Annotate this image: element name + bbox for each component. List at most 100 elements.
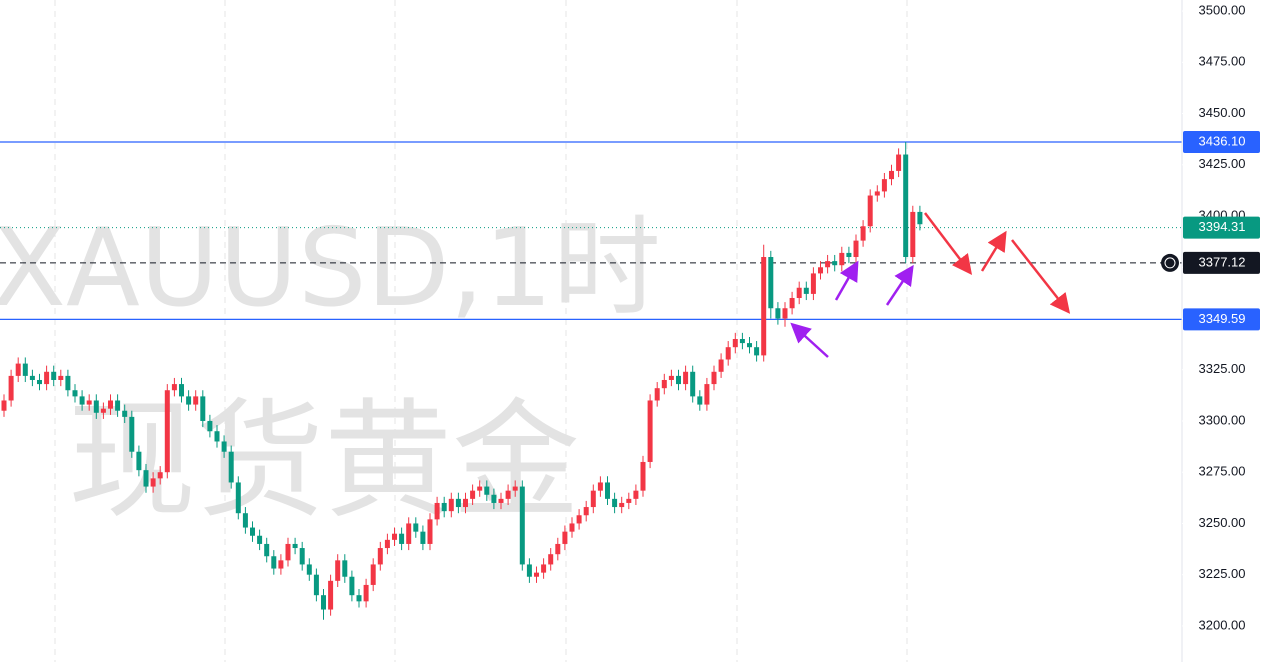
arrow [885, 264, 914, 306]
candle-body [115, 400, 121, 411]
candle-body [250, 527, 255, 536]
candle-body [377, 548, 383, 565]
candle-body [477, 486, 483, 491]
candle-body [44, 371, 50, 385]
candle-body [79, 396, 85, 405]
candle-body [576, 515, 582, 524]
candle-body [526, 564, 532, 577]
y-tick-label: 3475.00 [1199, 54, 1246, 69]
candle-body [313, 574, 319, 596]
y-tick-label: 3275.00 [1199, 464, 1246, 479]
candle-body [321, 595, 326, 610]
arrow [980, 230, 1007, 272]
candle-body [846, 252, 852, 258]
candle-body [392, 533, 397, 540]
candle-body [342, 560, 348, 577]
price-tag-label: 3377.12 [1199, 254, 1246, 269]
candle-body [555, 543, 561, 555]
candle-body [619, 502, 625, 508]
candle-body [285, 543, 291, 561]
candle-body [562, 531, 568, 544]
candle-body [711, 371, 717, 385]
candle-body [605, 482, 610, 499]
candle-body [569, 523, 575, 532]
candle-body [512, 486, 518, 491]
candle-body [874, 191, 880, 196]
candle-body [420, 531, 426, 544]
candle-body [207, 420, 213, 432]
candle-body [335, 560, 341, 581]
y-tick-label: 3450.00 [1199, 105, 1246, 120]
candle-body [413, 523, 419, 532]
price-tag-label: 3436.10 [1199, 133, 1246, 148]
crosshair-icon [1161, 253, 1179, 272]
candle-body [704, 384, 710, 405]
candle-body [228, 451, 234, 483]
candle-body [505, 490, 511, 499]
watermark: XAUUSD,1时 [0, 206, 661, 331]
arrow [834, 260, 859, 301]
y-tick-label: 3250.00 [1199, 515, 1246, 530]
candle-body [22, 363, 28, 376]
candle-body [718, 359, 724, 372]
candle-body [58, 375, 64, 380]
candle-body [8, 375, 14, 401]
candle-body [548, 554, 554, 565]
annotations [790, 212, 1071, 358]
candle-body [157, 472, 163, 479]
candle-body [754, 347, 760, 356]
candle-body [143, 470, 149, 487]
candle-body [810, 273, 816, 294]
candle-body [150, 478, 156, 487]
candle-body [427, 519, 433, 544]
candle-body [803, 287, 809, 294]
y-tick-label: 3325.00 [1199, 361, 1246, 376]
candle-body [534, 572, 539, 577]
candle-body [498, 498, 504, 503]
candle-body [789, 298, 795, 309]
candle-body [633, 490, 639, 499]
candle-body [186, 396, 192, 405]
y-tick-label: 3425.00 [1199, 156, 1246, 171]
candle-body [470, 490, 476, 499]
candle-body [661, 379, 667, 389]
candle-body [612, 498, 618, 508]
candle-body [491, 494, 497, 503]
candle-body [903, 154, 909, 258]
candle-body [832, 261, 838, 266]
price-tag [1183, 308, 1260, 331]
candle-body [37, 379, 42, 385]
y-tick-label: 3200.00 [1199, 617, 1246, 632]
candle-body [818, 267, 823, 274]
candle-body [683, 371, 689, 385]
candle-body [626, 498, 632, 503]
candle-body [235, 482, 241, 514]
candle-body [597, 482, 603, 491]
candle-body [896, 154, 902, 171]
candle-body [761, 257, 767, 356]
candle-body [51, 371, 57, 380]
candle-body [441, 502, 447, 512]
candle-body [15, 363, 21, 376]
price-tag [1183, 131, 1260, 154]
candle-body [129, 416, 135, 452]
candle-body [825, 261, 831, 268]
price-tag-label: 3394.31 [1199, 219, 1246, 234]
arrow [1011, 239, 1071, 314]
candle-body [193, 396, 199, 405]
candle-body [860, 226, 866, 241]
candle-body [214, 431, 220, 442]
candle-body [93, 400, 99, 413]
candle-body [455, 498, 461, 508]
candle-body [86, 400, 92, 405]
candle-body [640, 461, 646, 491]
arrow [924, 212, 973, 275]
candle-body [867, 195, 873, 227]
candle-body [768, 257, 774, 309]
candle-body [889, 170, 894, 180]
y-tick-label: 3500.00 [1199, 3, 1246, 18]
candle-body [363, 584, 369, 602]
candle-body [306, 564, 312, 575]
